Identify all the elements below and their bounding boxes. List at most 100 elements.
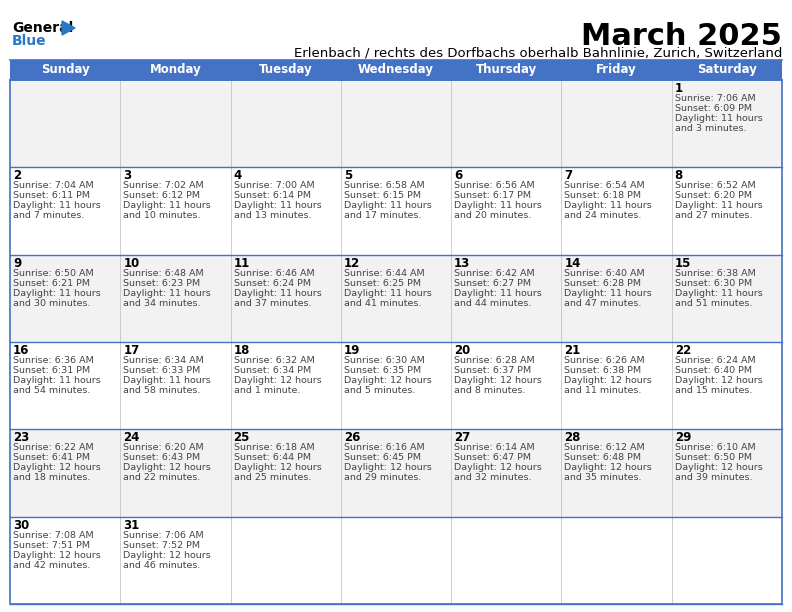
Text: and 17 minutes.: and 17 minutes. [344, 211, 421, 220]
Text: 24: 24 [124, 431, 139, 444]
Text: and 30 minutes.: and 30 minutes. [13, 299, 90, 308]
Text: 7: 7 [565, 170, 573, 182]
Text: Daylight: 12 hours: Daylight: 12 hours [344, 463, 432, 472]
Text: Sunrise: 6:20 AM: Sunrise: 6:20 AM [124, 443, 204, 452]
Text: Sunrise: 6:50 AM: Sunrise: 6:50 AM [13, 269, 93, 278]
Text: and 44 minutes.: and 44 minutes. [454, 299, 531, 308]
Bar [672, 60, 782, 80]
Bar [10, 517, 782, 604]
Text: Sunset: 6:23 PM: Sunset: 6:23 PM [124, 278, 200, 288]
Text: 29: 29 [675, 431, 691, 444]
Text: 25: 25 [234, 431, 250, 444]
Text: Daylight: 12 hours: Daylight: 12 hours [454, 376, 542, 385]
Text: Sunset: 6:17 PM: Sunset: 6:17 PM [454, 192, 531, 200]
Text: Erlenbach / rechts des Dorfbachs oberhalb Bahnlinie, Zurich, Switzerland: Erlenbach / rechts des Dorfbachs oberhal… [294, 46, 782, 59]
Text: Sunset: 6:37 PM: Sunset: 6:37 PM [454, 366, 531, 375]
Text: Sunrise: 7:04 AM: Sunrise: 7:04 AM [13, 181, 93, 190]
Text: Sunset: 6:45 PM: Sunset: 6:45 PM [344, 453, 421, 462]
Text: Daylight: 11 hours: Daylight: 11 hours [675, 201, 763, 211]
Text: Sunday: Sunday [40, 64, 89, 76]
Text: Sunrise: 6:58 AM: Sunrise: 6:58 AM [344, 181, 425, 190]
Bar [451, 60, 562, 80]
Text: Tuesday: Tuesday [259, 64, 313, 76]
Text: and 13 minutes.: and 13 minutes. [234, 211, 311, 220]
Text: Daylight: 12 hours: Daylight: 12 hours [344, 376, 432, 385]
Text: 2: 2 [13, 170, 21, 182]
Polygon shape [62, 21, 75, 35]
Text: Sunset: 6:44 PM: Sunset: 6:44 PM [234, 453, 310, 462]
Text: 31: 31 [124, 518, 139, 532]
Text: Sunrise: 6:34 AM: Sunrise: 6:34 AM [124, 356, 204, 365]
Bar [10, 255, 782, 342]
Text: Sunset: 6:47 PM: Sunset: 6:47 PM [454, 453, 531, 462]
Text: Sunset: 6:33 PM: Sunset: 6:33 PM [124, 366, 200, 375]
Text: Sunrise: 6:40 AM: Sunrise: 6:40 AM [565, 269, 645, 278]
Text: Monday: Monday [150, 64, 201, 76]
Text: 20: 20 [454, 344, 470, 357]
Text: and 46 minutes.: and 46 minutes. [124, 561, 200, 570]
Text: 12: 12 [344, 256, 360, 270]
Text: and 5 minutes.: and 5 minutes. [344, 386, 415, 395]
Text: and 39 minutes.: and 39 minutes. [675, 473, 752, 482]
Text: 1: 1 [675, 82, 683, 95]
Text: Daylight: 11 hours: Daylight: 11 hours [344, 289, 432, 297]
Text: and 54 minutes.: and 54 minutes. [13, 386, 90, 395]
Bar [10, 342, 782, 430]
Text: and 11 minutes.: and 11 minutes. [565, 386, 642, 395]
Text: Sunrise: 6:52 AM: Sunrise: 6:52 AM [675, 181, 756, 190]
Text: and 8 minutes.: and 8 minutes. [454, 386, 526, 395]
Text: 30: 30 [13, 518, 29, 532]
Text: and 51 minutes.: and 51 minutes. [675, 299, 752, 308]
Text: Daylight: 11 hours: Daylight: 11 hours [344, 201, 432, 211]
Text: 17: 17 [124, 344, 139, 357]
Text: Sunset: 6:34 PM: Sunset: 6:34 PM [234, 366, 310, 375]
Text: Sunset: 6:25 PM: Sunset: 6:25 PM [344, 278, 421, 288]
Text: Sunset: 6:14 PM: Sunset: 6:14 PM [234, 192, 310, 200]
Bar [10, 80, 782, 604]
Text: Daylight: 11 hours: Daylight: 11 hours [565, 289, 652, 297]
Text: and 20 minutes.: and 20 minutes. [454, 211, 531, 220]
Text: 28: 28 [565, 431, 581, 444]
Text: Sunrise: 6:14 AM: Sunrise: 6:14 AM [454, 443, 535, 452]
Text: March 2025: March 2025 [581, 22, 782, 51]
Text: 6: 6 [454, 170, 463, 182]
Text: General: General [12, 21, 73, 35]
Text: Daylight: 12 hours: Daylight: 12 hours [565, 376, 652, 385]
Text: Sunset: 6:24 PM: Sunset: 6:24 PM [234, 278, 310, 288]
Text: Sunset: 6:35 PM: Sunset: 6:35 PM [344, 366, 421, 375]
Text: Sunrise: 7:00 AM: Sunrise: 7:00 AM [234, 181, 314, 190]
Bar [10, 80, 782, 167]
Text: and 41 minutes.: and 41 minutes. [344, 299, 421, 308]
Text: 10: 10 [124, 256, 139, 270]
Text: Sunset: 6:48 PM: Sunset: 6:48 PM [565, 453, 642, 462]
Text: Sunrise: 6:32 AM: Sunrise: 6:32 AM [234, 356, 314, 365]
Bar [120, 60, 230, 80]
Text: Sunset: 6:38 PM: Sunset: 6:38 PM [565, 366, 642, 375]
Text: 18: 18 [234, 344, 250, 357]
Text: Sunrise: 6:12 AM: Sunrise: 6:12 AM [565, 443, 645, 452]
Text: Sunset: 6:31 PM: Sunset: 6:31 PM [13, 366, 90, 375]
Text: and 3 minutes.: and 3 minutes. [675, 124, 746, 133]
Text: Daylight: 11 hours: Daylight: 11 hours [565, 201, 652, 211]
Text: 21: 21 [565, 344, 581, 357]
Text: and 27 minutes.: and 27 minutes. [675, 211, 752, 220]
Text: Sunset: 7:51 PM: Sunset: 7:51 PM [13, 540, 90, 550]
Text: Thursday: Thursday [476, 64, 537, 76]
Text: 26: 26 [344, 431, 360, 444]
Text: Daylight: 11 hours: Daylight: 11 hours [234, 289, 322, 297]
Text: Sunset: 6:30 PM: Sunset: 6:30 PM [675, 278, 752, 288]
Text: Daylight: 11 hours: Daylight: 11 hours [454, 201, 542, 211]
Text: Saturday: Saturday [697, 64, 757, 76]
Text: Sunset: 7:52 PM: Sunset: 7:52 PM [124, 540, 200, 550]
Text: 19: 19 [344, 344, 360, 357]
Text: Daylight: 11 hours: Daylight: 11 hours [124, 201, 211, 211]
Text: 16: 16 [13, 344, 29, 357]
Text: Daylight: 11 hours: Daylight: 11 hours [675, 114, 763, 123]
Text: 14: 14 [565, 256, 581, 270]
Text: Daylight: 12 hours: Daylight: 12 hours [124, 551, 211, 559]
Text: Sunrise: 6:22 AM: Sunrise: 6:22 AM [13, 443, 93, 452]
Text: and 24 minutes.: and 24 minutes. [565, 211, 642, 220]
Text: Daylight: 12 hours: Daylight: 12 hours [13, 551, 101, 559]
Text: and 58 minutes.: and 58 minutes. [124, 386, 200, 395]
Text: Sunrise: 7:06 AM: Sunrise: 7:06 AM [675, 94, 756, 103]
